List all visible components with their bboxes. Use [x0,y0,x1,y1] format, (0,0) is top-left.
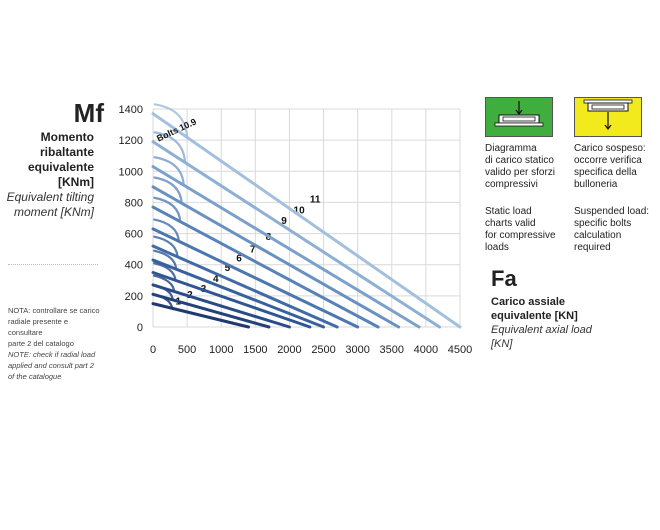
bolt-limit-curve [153,262,177,282]
note-line-en: of the catalogue [8,372,62,381]
note-line: radiale presente e consultare [8,317,69,337]
x-tick-label: 3000 [345,344,369,356]
legend-line: specifica della [574,167,637,178]
series-line [151,271,312,329]
y-axis-label-line: ribaltante [39,145,94,159]
static-legend-it: Diagramma di carico statico valido per s… [485,143,555,191]
legend-line: charts valid [485,218,536,229]
series-label: 4 [213,274,219,285]
series-label: 9 [281,216,287,227]
bolt-limit-curve [153,103,189,139]
suspended-legend-it: Carico sospeso: occorre verifica specifi… [574,143,646,191]
series-line [151,302,251,329]
y-tick-label: 600 [125,229,143,241]
series-line [151,258,326,329]
compressive-load-diagram-icon [485,97,553,137]
bolt-limit-curve [153,249,178,271]
legend-line: bulloneria [574,179,618,190]
x-tick-label: 2500 [311,344,335,356]
bolt-limit-curve [153,196,182,223]
y-tick-label: 1000 [119,166,143,178]
legend-line: compressivi [485,179,538,190]
series-line [151,283,291,329]
series-line [151,165,421,329]
series-line [151,244,339,329]
legend-line: specific bolts [574,218,632,229]
note-line: parte 2 del catalogo [8,339,74,348]
series-label: 6 [236,254,242,265]
legend-line: for compressive [485,230,556,241]
y-tick-label: 800 [125,197,143,209]
legend-line: di carico statico [485,155,554,166]
y-tick-label: 1400 [119,104,143,116]
x-tick-label: 1000 [209,344,233,356]
y-tick-label: 1200 [119,135,143,147]
series-label: 5 [225,263,231,274]
x-tick-label: 4500 [448,344,472,356]
series-label: 7 [250,244,256,255]
x-axis-label: Carico assiale equivalente [KN] Equivale… [491,295,641,351]
x-axis-label-line-en: Equivalent axial load [491,324,592,336]
bolt-limit-curve [153,218,181,243]
note-line-en: NOTE: check if radial load [8,350,96,359]
legend-line: calculation [574,230,622,241]
y-axis-symbol: Mf [73,98,104,128]
legend-line: valido per sforzi [485,167,556,178]
x-tick-label: 3500 [380,344,404,356]
note-line: NOTA: controllare se carico [8,306,100,315]
bolt-limit-curve [153,176,183,205]
bolt-limit-curve [153,156,185,187]
series-label: 10 [294,205,306,216]
legend-line: Suspended load: [574,206,650,217]
x-tick-label: 2000 [277,344,301,356]
suspended-legend-en: Suspended load: specific bolts calculati… [574,206,649,254]
legend-line: Static load [485,206,532,217]
series-line [151,205,380,329]
series-line [151,227,360,329]
x-axis-symbol: Fa [491,266,517,291]
bolt-limit-curve [153,235,179,258]
x-tick-label: 0 [150,344,156,356]
static-legend-en: Static load charts valid for compressive… [485,206,556,254]
x-axis-label-line-en: [KN] [491,338,513,350]
legend-line: loads [485,242,509,253]
x-axis-label-line: Carico assiale [491,296,565,308]
bolt-limit-curve [153,131,187,164]
y-axis-label-line: equivalente [27,160,94,174]
legend-line: required [574,242,611,253]
x-tick-label: 500 [178,344,196,356]
y-axis-label-line-en: moment [KNm] [13,205,94,219]
series-line [151,185,401,329]
y-axis-label-line-en: Equivalent tilting [6,190,94,204]
x-axis-label-line: equivalente [KN] [491,310,578,322]
x-tick-label: 4000 [414,344,438,356]
legend-line: Carico sospeso: [574,143,646,154]
note: NOTA: controllare se carico radiale pres… [8,305,103,382]
y-tick-label: 400 [125,260,143,272]
series-line [151,112,462,329]
y-tick-label: 200 [125,291,143,303]
divider [8,264,98,265]
series-line [151,140,442,329]
x-tick-label: 1500 [243,344,267,356]
y-axis-label-line: [KNm] [58,175,94,189]
series-label: 11 [310,194,321,205]
y-axis-label-line: Momento [40,130,94,144]
legend-line: Diagramma [485,143,537,154]
bolt-limit-curve [152,274,176,293]
legend-line: occorre verifica [574,155,642,166]
y-axis-label: Momento ribaltante equivalente [KNm] Equ… [2,130,94,220]
suspended-load-diagram-icon [574,97,642,137]
note-line-en: applied and consult part 2 [8,361,94,370]
y-tick-label: 0 [137,322,143,334]
